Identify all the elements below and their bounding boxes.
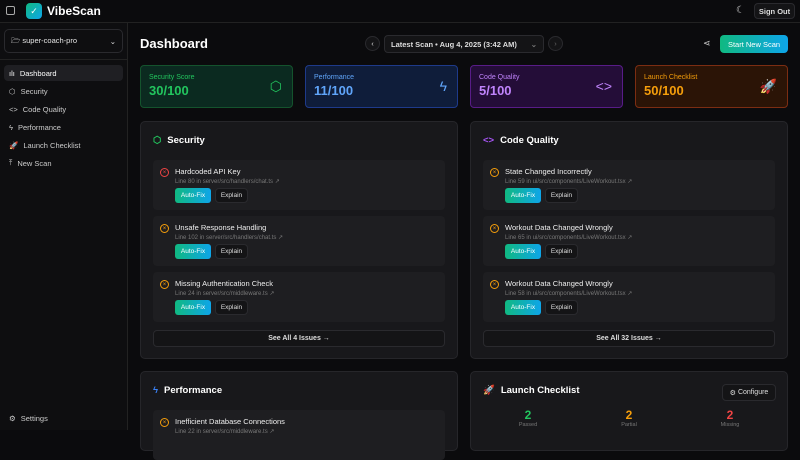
issue-card: × Unsafe Response Handling Line 102 in ser…: [153, 216, 445, 266]
stat-missing: 2 Missing: [720, 408, 740, 428]
auto-fix-button[interactable]: Auto-Fix: [175, 244, 211, 259]
x-circle-icon: ×: [160, 224, 169, 233]
x-circle-icon: ×: [160, 168, 169, 177]
x-circle-icon: ×: [160, 280, 169, 289]
project-name: super-coach-pro: [22, 35, 77, 45]
issue-card: × Workout Data Changed Wrongly Line 65 in …: [483, 216, 775, 266]
sidebar-item-performance[interactable]: ϟ Performance: [9, 122, 61, 132]
top-bar: ✓ VibeScan ☾ Sign Out: [0, 0, 800, 23]
issue-card: × State Changed Incorrectly Line 59 in ui/…: [483, 160, 775, 210]
see-all-code-quality-button[interactable]: See All 32 Issues →: [483, 330, 775, 347]
issue-location-link[interactable]: Line 59 in ui/src/components/LiveWorkout…: [505, 179, 633, 185]
explain-button[interactable]: Explain: [215, 244, 248, 259]
sidebar-item-dashboard[interactable]: ılı Dashboard: [4, 65, 123, 81]
auto-fix-button[interactable]: Auto-Fix: [505, 300, 541, 315]
auto-fix-button[interactable]: Auto-Fix: [505, 244, 541, 259]
auto-fix-button[interactable]: Auto-Fix: [175, 300, 211, 315]
app-name: VibeScan: [47, 4, 101, 18]
code-icon: <>: [483, 135, 495, 146]
code-quality-panel: <> Code Quality × State Changed Incorrectl…: [470, 121, 788, 359]
explain-button[interactable]: Explain: [215, 300, 248, 315]
chevron-down-icon: ⌄: [530, 39, 537, 49]
issue-card: × Workout Data Changed Wrongly Line 58 in …: [483, 272, 775, 322]
issue-location-link[interactable]: Line 22 in server/src/middleware.ts ↗: [175, 429, 275, 435]
auto-fix-button[interactable]: Auto-Fix: [175, 188, 211, 203]
sign-out-button[interactable]: Sign Out: [754, 3, 795, 19]
launch-checklist-score-card[interactable]: Launch Checklist 50/100 🚀: [635, 65, 788, 108]
stat-passed: 2 Passed: [518, 408, 538, 428]
sidebar-item-code-quality[interactable]: <> Code Quality: [9, 104, 67, 114]
chevron-down-icon: ⌄: [109, 36, 116, 46]
project-selector[interactable]: 🗁 super-coach-pro ⌄: [4, 29, 123, 53]
auto-fix-button[interactable]: Auto-Fix: [505, 188, 541, 203]
sidebar: 🗁 super-coach-pro ⌄ ılı Dashboard ⬡ Securit…: [0, 23, 128, 430]
zap-icon: ϟ: [153, 385, 159, 396]
security-score-card[interactable]: Security Score 30/100 ⬡: [140, 65, 293, 108]
issue-location-link[interactable]: Line 65 in ui/src/components/LiveWorkout…: [505, 235, 633, 241]
x-circle-icon: ×: [160, 418, 169, 427]
next-scan-button[interactable]: ›: [548, 36, 563, 51]
issue-location-link[interactable]: Line 58 in ui/src/components/LiveWorkout…: [505, 291, 633, 297]
theme-toggle-icon[interactable]: ☾: [736, 5, 745, 16]
sidebar-toggle-icon[interactable]: [6, 6, 15, 15]
explain-button[interactable]: Explain: [545, 188, 578, 203]
stat-partial: 2 Partial: [621, 408, 637, 428]
issue-card: × Inefficient Database Connections Line 22…: [153, 410, 445, 460]
zap-icon: ϟ: [439, 78, 447, 94]
explain-button[interactable]: Explain: [545, 300, 578, 315]
shield-icon: ⬡: [269, 78, 282, 94]
start-new-scan-button[interactable]: Start New Scan: [720, 35, 788, 53]
explain-button[interactable]: Explain: [545, 244, 578, 259]
share-icon[interactable]: ⋖: [703, 38, 711, 48]
sidebar-item-security[interactable]: ⬡ Security: [9, 86, 48, 96]
x-circle-icon: ×: [490, 168, 499, 177]
issue-location-link[interactable]: Line 24 in server/src/middleware.ts ↗: [175, 291, 275, 297]
rocket-icon: 🚀: [9, 140, 19, 150]
code-icon: <>: [9, 104, 18, 114]
sidebar-item-new-scan[interactable]: ⤒ New Scan: [9, 158, 52, 168]
sidebar-item-settings[interactable]: ⚙ Settings: [9, 413, 48, 423]
rocket-icon: 🚀: [759, 78, 777, 94]
configure-button[interactable]: ⚙ Configure: [722, 384, 776, 401]
shield-icon: ⬡: [9, 86, 16, 96]
code-icon: <>: [595, 78, 612, 94]
performance-score-card[interactable]: Performance 11/100 ϟ: [305, 65, 458, 108]
gear-icon: ⚙: [9, 413, 16, 423]
see-all-security-button[interactable]: See All 4 Issues →: [153, 330, 445, 347]
logo-icon: ✓: [26, 3, 42, 19]
page-title: Dashboard: [140, 36, 208, 51]
rocket-icon: 🚀: [483, 385, 495, 396]
issue-card: × Missing Authentication Check Line 24 in …: [153, 272, 445, 322]
x-circle-icon: ×: [490, 224, 499, 233]
explain-button[interactable]: Explain: [215, 188, 248, 203]
scan-selector[interactable]: Latest Scan • Aug 4, 2025 (3:42 AM) ⌄: [384, 35, 544, 53]
issue-card: × Hardcoded API Key Line 80 in server/src/…: [153, 160, 445, 210]
issue-location-link[interactable]: Line 102 in server/src/handlers/chat.ts …: [175, 235, 284, 241]
performance-panel: ϟ Performance × Inefficient Database Conne…: [140, 371, 458, 460]
issue-location-link[interactable]: Line 80 in server/src/handlers/chat.ts ↗: [175, 179, 280, 185]
code-quality-score-card[interactable]: Code Quality 5/100 <>: [470, 65, 623, 108]
sidebar-item-launch-checklist[interactable]: 🚀 Launch Checklist: [9, 140, 81, 150]
bar-chart-icon: ılı: [9, 68, 15, 78]
shield-icon: ⬡: [153, 135, 162, 146]
zap-icon: ϟ: [9, 122, 13, 132]
prev-scan-button[interactable]: ‹: [365, 36, 380, 51]
upload-icon: ⤒: [9, 158, 13, 167]
x-circle-icon: ×: [490, 280, 499, 289]
security-panel: ⬡ Security × Hardcoded API Key Line 80 in s…: [140, 121, 458, 359]
